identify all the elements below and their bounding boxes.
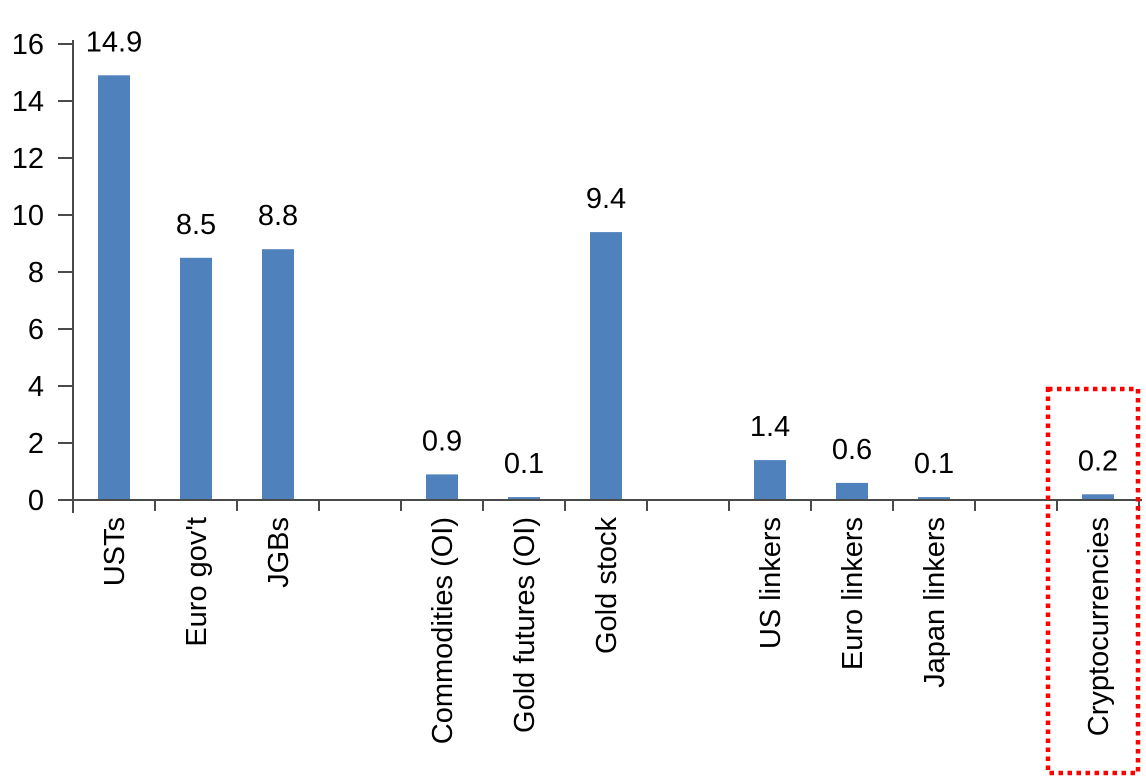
y-axis-tick-label: 14 — [12, 86, 44, 118]
value-label: 9.4 — [586, 183, 626, 215]
value-label: 0.1 — [504, 448, 544, 480]
bar-Commodities (OI) — [426, 474, 458, 499]
y-axis-tick-label: 16 — [12, 29, 44, 61]
value-label: 0.1 — [914, 448, 954, 480]
category-label: Euro gov't — [181, 517, 213, 647]
highlight-box-Cryptocurrencies — [1045, 386, 1141, 776]
category-label: Cryptocurrencies — [1083, 517, 1115, 736]
category-label: Euro linkers — [837, 517, 869, 670]
bar-Euro gov't — [180, 257, 212, 500]
category-label: USTs — [99, 517, 131, 586]
value-label: 8.8 — [258, 200, 298, 232]
value-label: 14.9 — [86, 26, 142, 58]
category-label: JGBs — [263, 517, 295, 588]
value-label: 1.4 — [750, 411, 790, 443]
category-label: Gold stock — [591, 517, 623, 654]
value-label: 0.2 — [1078, 445, 1118, 477]
bar-Cryptocurrencies — [1082, 494, 1114, 499]
y-axis-tick-label: 6 — [28, 314, 44, 346]
y-axis-tick-label: 10 — [12, 200, 44, 232]
bar-Japan linkers — [918, 497, 950, 499]
bar-Euro linkers — [836, 482, 868, 499]
y-axis-tick-label: 2 — [28, 428, 44, 460]
category-label: Gold futures (OI) — [509, 517, 541, 733]
y-axis-tick-label: 0 — [28, 485, 44, 517]
category-label: US linkers — [755, 517, 787, 649]
bar-JGBs — [262, 249, 294, 499]
bar-Gold stock — [590, 232, 622, 499]
bar-US linkers — [754, 460, 786, 499]
y-axis-tick-label: 8 — [28, 257, 44, 289]
bar-USTs — [98, 75, 130, 500]
category-label: Commodities (OI) — [427, 517, 459, 744]
y-axis-tick-label: 12 — [12, 143, 44, 175]
bar-Gold futures (OI) — [508, 497, 540, 499]
value-label: 0.6 — [832, 434, 872, 466]
value-label: 0.9 — [422, 425, 462, 457]
value-label: 8.5 — [176, 209, 216, 241]
category-label: Japan linkers — [919, 517, 951, 688]
y-axis-tick-label: 4 — [28, 371, 44, 403]
